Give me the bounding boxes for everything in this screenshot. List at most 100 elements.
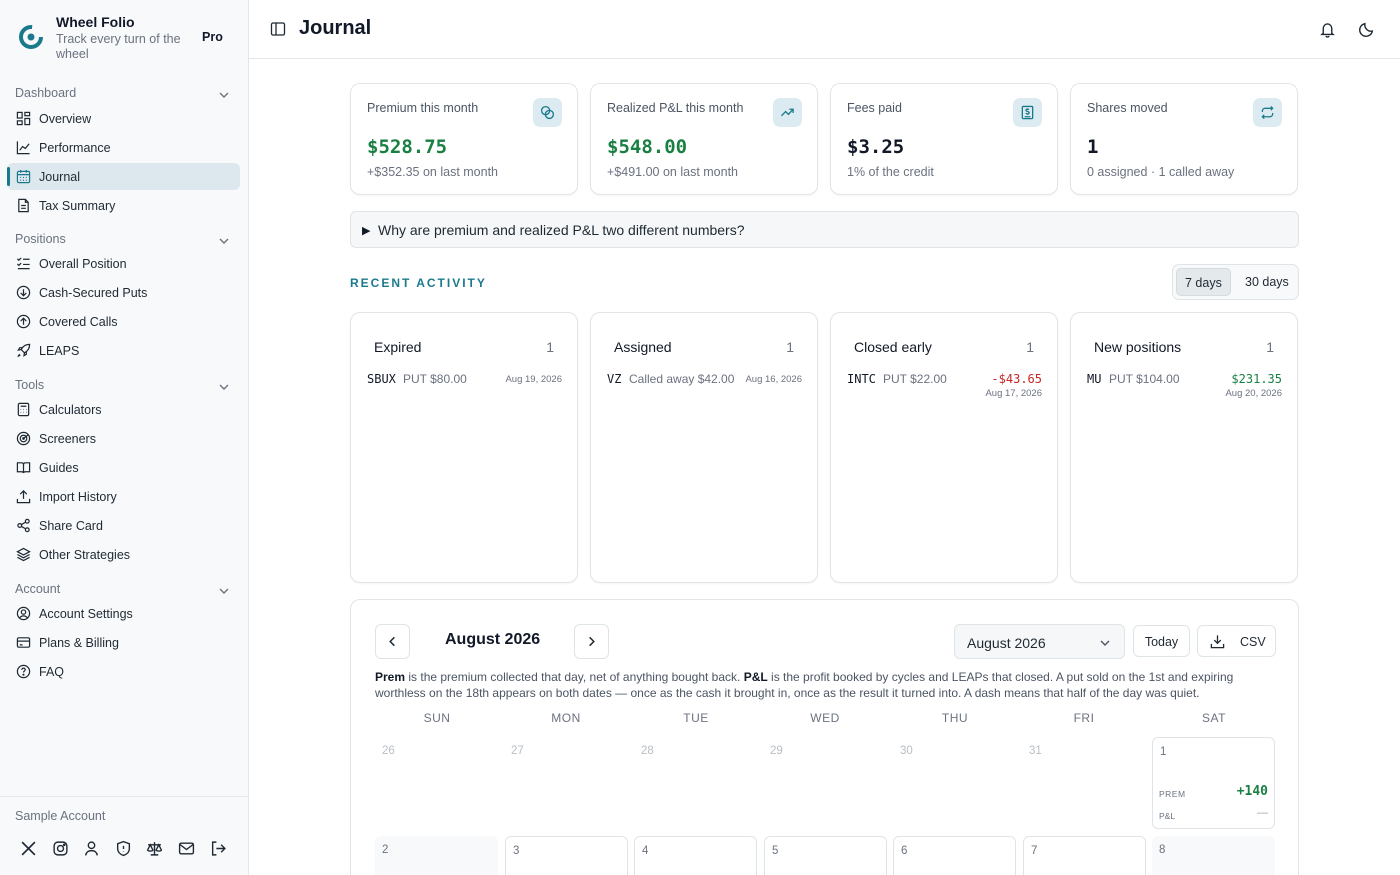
sidebar-item-label: Account Settings — [39, 607, 133, 621]
weekday-header: THU — [941, 711, 969, 725]
moon-icon[interactable] — [1358, 21, 1375, 38]
instagram-icon[interactable] — [52, 840, 69, 857]
top-bar: Journal — [249, 0, 1400, 59]
weekday-header: SUN — [423, 711, 451, 725]
next-month-button[interactable] — [574, 624, 609, 659]
calendar-day: 28 — [634, 737, 757, 829]
calendar-day[interactable]: 2 — [375, 836, 498, 875]
activity-ticker[interactable]: SBUX — [367, 372, 396, 386]
sidebar-item-overall-position[interactable]: Overall Position — [7, 250, 240, 277]
trending-up-icon — [780, 108, 794, 117]
book-icon — [16, 462, 31, 474]
sidebar-item-other-strategies[interactable]: Other Strategies — [7, 541, 240, 568]
range-30-days-button[interactable]: 30 days — [1245, 275, 1289, 289]
sidebar-item-guides[interactable]: Guides — [7, 454, 240, 481]
section-dashboard[interactable]: Dashboard — [15, 86, 233, 104]
sidebar-item-tax-summary[interactable]: Tax Summary — [7, 192, 240, 219]
calendar-day: 29 — [763, 737, 886, 829]
stat-label: Realized P&L this month — [607, 101, 744, 115]
chevron-down-icon — [219, 588, 229, 594]
radar-icon — [16, 431, 31, 446]
scale-icon[interactable] — [146, 840, 163, 857]
weekday-header: SAT — [1202, 711, 1226, 725]
calendar-day[interactable]: 6 — [893, 836, 1016, 875]
logout-icon[interactable] — [210, 840, 227, 857]
sidebar-item-label: Tax Summary — [39, 199, 116, 213]
list-check-icon — [16, 257, 30, 270]
sidebar-item-overview[interactable]: Overview — [7, 105, 240, 132]
chevron-down-icon — [1100, 640, 1110, 646]
csv-label: CSV — [1240, 635, 1266, 649]
activity-description: PUT $22.00 — [883, 372, 947, 386]
today-button[interactable]: Today — [1133, 625, 1190, 657]
sidebar-item-faq[interactable]: FAQ — [7, 658, 240, 685]
sidebar-toggle-icon[interactable] — [270, 21, 286, 37]
day-number: 8 — [1159, 844, 1166, 856]
activity-card-count: 1 — [1266, 339, 1274, 355]
sidebar-item-account-settings[interactable]: Account Settings — [7, 600, 240, 627]
calendar-day[interactable]: 4 — [634, 836, 757, 875]
share-icon — [17, 518, 30, 533]
sidebar-item-label: Share Card — [39, 519, 103, 533]
month-select[interactable]: August 2026 — [954, 624, 1125, 659]
day-number: 26 — [382, 745, 395, 757]
mail-icon[interactable] — [178, 840, 195, 857]
recent-activity-heading: RECENT ACTIVITY — [350, 276, 487, 290]
app-tagline: Track every turn of the wheel — [56, 32, 181, 61]
x-icon[interactable] — [20, 840, 37, 857]
repeat-icon — [1261, 105, 1274, 120]
sidebar-item-import-history[interactable]: Import History — [7, 483, 240, 510]
bell-icon[interactable] — [1319, 21, 1336, 38]
layers-icon — [16, 547, 31, 562]
sidebar-footer: Sample Account — [0, 796, 248, 875]
user-icon[interactable] — [83, 840, 100, 857]
stat-label: Shares moved — [1087, 101, 1168, 115]
day-number: 28 — [641, 745, 654, 757]
brand[interactable]: Wheel Folio Track every turn of the whee… — [16, 12, 236, 62]
activity-card-expired: Expired 1 SBUX PUT $80.00 Aug 19, 2026 — [350, 312, 578, 583]
activity-card-assigned: Assigned 1 VZ Called away $42.00 Aug 16,… — [590, 312, 818, 583]
sidebar-item-leaps[interactable]: LEAPS — [7, 337, 240, 364]
sidebar-item-label: Overview — [39, 112, 92, 126]
stat-value: $3.25 — [847, 136, 905, 158]
app-name: Wheel Folio — [56, 14, 135, 30]
calendar-month-title: August 2026 — [445, 631, 541, 648]
help-circle-icon — [16, 664, 31, 679]
section-positions[interactable]: Positions — [15, 232, 233, 250]
calendar-day: 31 — [1022, 737, 1145, 829]
sidebar-item-covered-calls[interactable]: Covered Calls — [7, 308, 240, 335]
activity-ticker[interactable]: INTC — [847, 372, 876, 386]
legend-prem-text: is the premium collected that day, net o… — [405, 670, 744, 684]
plan-badge: Pro — [202, 30, 223, 44]
sidebar-item-label: Plans & Billing — [39, 636, 119, 650]
weekday-header: TUE — [683, 711, 709, 725]
section-tools[interactable]: Tools — [15, 378, 233, 396]
stat-icon-badge — [1253, 98, 1282, 127]
arrow-down-circle-icon — [16, 285, 31, 300]
shield-icon[interactable] — [115, 840, 132, 857]
sidebar-item-screeners[interactable]: Screeners — [7, 425, 240, 452]
sidebar-item-performance[interactable]: Performance — [7, 134, 240, 161]
sidebar-item-journal[interactable]: Journal — [7, 163, 240, 190]
range-7-days-button[interactable]: 7 days — [1176, 268, 1231, 296]
logo-icon — [19, 25, 43, 49]
pl-explainer-disclosure[interactable]: ▶ Why are premium and realized P&L two d… — [350, 211, 1299, 248]
calendar-day[interactable]: 7 — [1023, 836, 1146, 875]
prev-month-button[interactable] — [375, 624, 410, 659]
calendar-day[interactable]: 5 — [764, 836, 887, 875]
section-account[interactable]: Account — [15, 582, 233, 600]
sidebar-item-calculators[interactable]: Calculators — [7, 396, 240, 423]
sidebar-item-cash-secured-puts[interactable]: Cash-Secured Puts — [7, 279, 240, 306]
activity-ticker[interactable]: VZ — [607, 372, 622, 386]
sidebar-item-share-card[interactable]: Share Card — [7, 512, 240, 539]
day-number: 4 — [642, 845, 649, 857]
explainer-summary: Why are premium and realized P&L two dif… — [378, 222, 745, 238]
calendar-day[interactable]: 3 — [505, 836, 628, 875]
sidebar-item-plans-billing[interactable]: Plans & Billing — [7, 629, 240, 656]
csv-export-button[interactable]: CSV — [1197, 625, 1276, 657]
activity-ticker[interactable]: MU — [1087, 372, 1102, 386]
calendar-day[interactable]: 8 — [1152, 836, 1275, 875]
section-label: Account — [15, 582, 61, 596]
calendar-day-active[interactable]: 1 PREM +140 P&L — — [1152, 737, 1275, 829]
day-number: 1 — [1160, 746, 1167, 758]
